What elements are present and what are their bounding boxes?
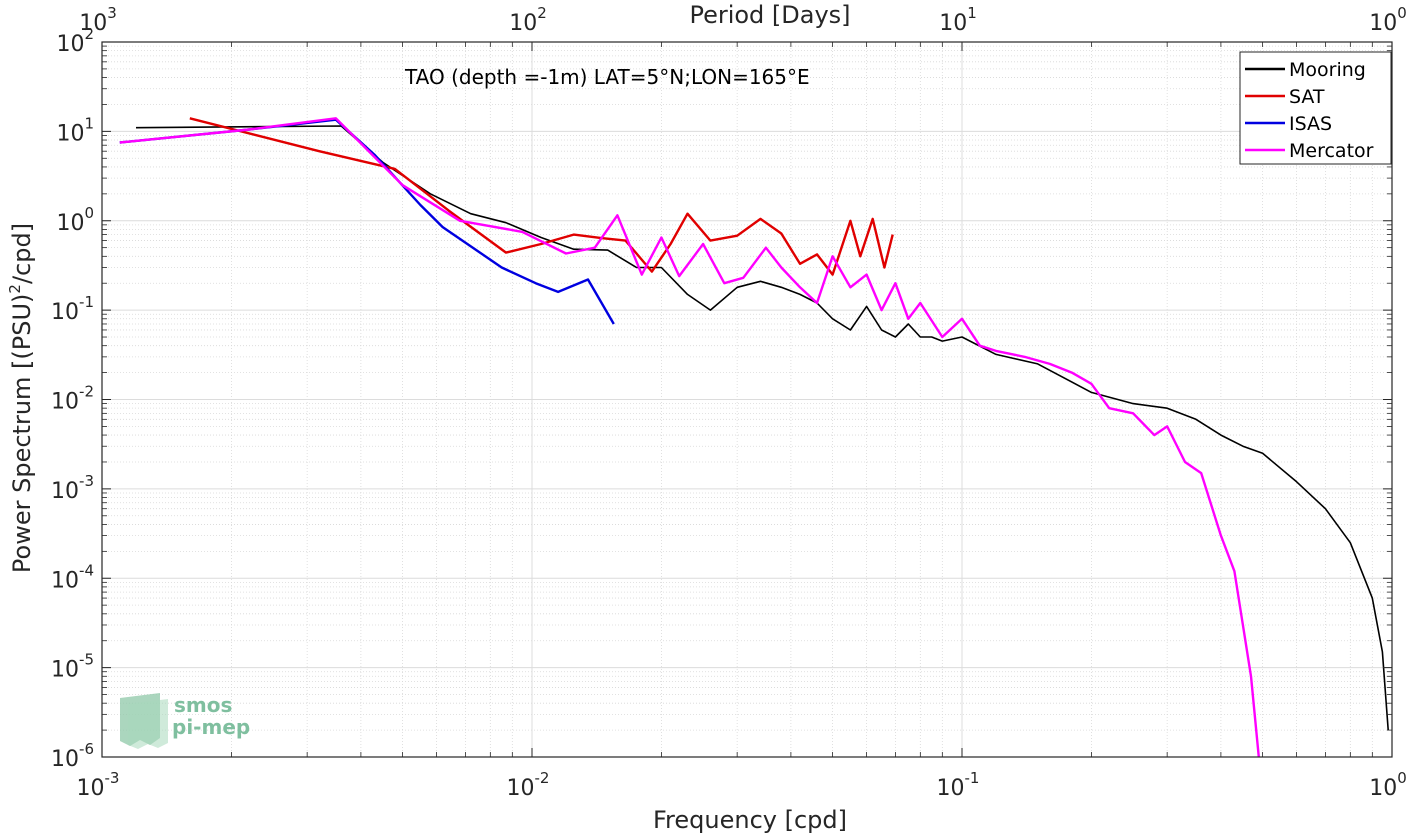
- y-tick-label-exp: 0: [84, 204, 94, 222]
- y-tick-label: 100: [56, 204, 94, 236]
- y-tick-label: 10-2: [51, 383, 94, 415]
- top-tick-label-exp: 1: [967, 4, 977, 22]
- top-tick-label-base: 10: [1369, 11, 1397, 36]
- y-axis-title-tail: /cpd]: [8, 223, 36, 284]
- y-tick-label: 101: [56, 114, 94, 146]
- top-tick-label-base: 10: [939, 11, 967, 36]
- y-tick-label-exp: -5: [79, 651, 94, 669]
- top-tick-label-base: 10: [79, 11, 107, 36]
- legend-label-sat: SAT: [1289, 86, 1325, 108]
- legend-label-mercator: Mercator: [1289, 140, 1374, 162]
- y-tick-label-base: 10: [56, 32, 84, 57]
- smos-pi-mep-logo: smos pi-mep: [120, 693, 250, 749]
- x-tick-label: 100: [1369, 769, 1407, 801]
- y-tick-label-base: 10: [51, 658, 79, 683]
- x-tick-label: 10-2: [507, 769, 550, 801]
- y-tick-label-base: 10: [56, 121, 84, 146]
- logo-wave-icon-2: [128, 699, 168, 749]
- legend-label-isas: ISAS: [1289, 113, 1332, 135]
- y-tick-label: 10-6: [51, 740, 94, 772]
- x-axis-title: Frequency [cpd]: [653, 806, 847, 834]
- x-tick-label-base: 10: [77, 776, 105, 801]
- y-axis-title-sup: 2: [6, 284, 24, 294]
- series-line-mooring: [135, 125, 1389, 731]
- y-tick-label-exp: -1: [79, 293, 94, 311]
- y-tick-label: 10-1: [51, 293, 94, 325]
- top-tick-label-exp: 3: [107, 4, 117, 22]
- y-tick-label: 102: [56, 25, 94, 57]
- y-tick-label: 10-4: [51, 561, 94, 593]
- x-tick-label: 10-3: [77, 769, 120, 801]
- top-tick-label: 101: [939, 4, 977, 36]
- x-tick-label-exp: -3: [105, 769, 120, 787]
- legend: Mooring SAT ISAS Mercator: [1239, 51, 1392, 165]
- chart-annotation: TAO (depth =-1m) LAT=5°N;LON=165°E: [404, 65, 810, 89]
- y-tick-label-exp: -6: [79, 740, 94, 758]
- series-line-mercator: [119, 117, 1260, 758]
- logo-text-line1: smos: [174, 693, 232, 717]
- series-line-sat: [189, 117, 894, 276]
- y-tick-label-base: 10: [51, 568, 79, 593]
- y-tick-label: 10-3: [51, 472, 94, 504]
- x-tick-label-base: 10: [937, 776, 965, 801]
- top-axis-title: Period [Days]: [689, 1, 850, 29]
- y-tick-label-exp: -2: [79, 383, 94, 401]
- top-tick-label-exp: 2: [537, 4, 547, 22]
- top-tick-label: 100: [1369, 4, 1407, 36]
- x-tick-label-exp: -1: [965, 769, 980, 787]
- series-layer: [119, 117, 1389, 758]
- y-tick-label-base: 10: [56, 211, 84, 236]
- y-tick-label-exp: -4: [79, 561, 94, 579]
- y-axis-title: Power Spectrum [(PSU)2/cpd]: [6, 223, 36, 573]
- top-tick-label-exp: 0: [1397, 4, 1407, 22]
- major-gridlines: [101, 41, 1393, 758]
- legend-box: [1239, 51, 1392, 165]
- y-tick-label-exp: 2: [84, 25, 94, 43]
- top-tick-label: 102: [509, 4, 547, 36]
- top-tick-label: 103: [79, 4, 117, 36]
- x-tick-label-exp: -2: [535, 769, 550, 787]
- x-tick-label-base: 10: [507, 776, 535, 801]
- y-tick-label: 10-5: [51, 651, 94, 683]
- x-tick-label: 10-1: [937, 769, 980, 801]
- legend-label-mooring: Mooring: [1289, 59, 1366, 81]
- legend-entries: Mooring SAT ISAS Mercator: [1245, 59, 1374, 162]
- y-tick-label-base: 10: [51, 747, 79, 772]
- y-tick-label-base: 10: [51, 390, 79, 415]
- x-tick-label-base: 10: [1369, 776, 1397, 801]
- top-tick-label-base: 10: [509, 11, 537, 36]
- y-tick-label-exp: 1: [84, 114, 94, 132]
- y-tick-label-base: 10: [51, 300, 79, 325]
- y-tick-label-exp: -3: [79, 472, 94, 490]
- y-axis-title-main: Power Spectrum [(PSU): [8, 294, 36, 573]
- x-tick-label-exp: 0: [1397, 769, 1407, 787]
- logo-text-line2: pi-mep: [172, 715, 250, 739]
- y-tick-label-base: 10: [51, 479, 79, 504]
